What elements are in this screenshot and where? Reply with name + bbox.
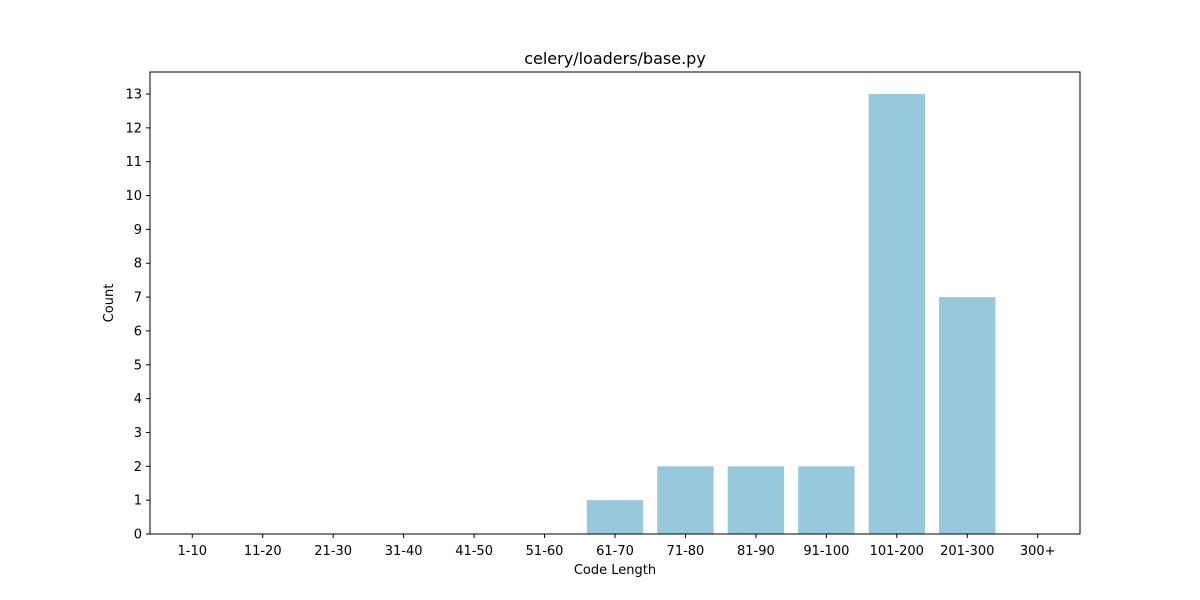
y-tick-label: 1	[134, 494, 142, 509]
y-axis-label: Count	[102, 284, 117, 323]
x-tick-label: 81-90	[737, 544, 775, 559]
bar	[939, 297, 996, 534]
x-tick-label: 51-60	[526, 544, 564, 559]
y-tick-label: 5	[134, 358, 142, 373]
x-tick-label: 11-20	[244, 544, 282, 559]
y-tick-label: 12	[125, 121, 142, 136]
x-tick-label: 201-300	[940, 544, 994, 559]
y-tick-label: 7	[134, 291, 142, 306]
chart-title: celery/loaders/base.py	[524, 49, 706, 68]
x-tick-label: 71-80	[667, 544, 705, 559]
bar	[868, 94, 925, 534]
ticks-layer: 1-10 11-20 21-30 31-40 41-50 51-60 61-70 71-80 8…	[125, 88, 1055, 560]
x-axis-label: Code Length	[574, 563, 656, 578]
x-tick-label: 31-40	[385, 544, 423, 559]
y-tick-label: 6	[134, 324, 142, 339]
y-tick-label: 8	[134, 257, 142, 272]
bars-layer	[586, 94, 996, 534]
x-tick-label: 21-30	[314, 544, 352, 559]
y-tick-label: 4	[134, 392, 142, 407]
y-tick-label: 9	[134, 223, 142, 238]
x-tick-label: 91-100	[803, 544, 849, 559]
x-tick-label: 1-10	[178, 544, 208, 559]
x-tick-label: 41-50	[455, 544, 493, 559]
x-tick-label: 300+	[1020, 544, 1056, 559]
y-tick-label: 3	[134, 426, 142, 441]
bar	[657, 466, 714, 534]
bar	[586, 500, 644, 534]
bar	[798, 466, 855, 534]
x-tick-label: 61-70	[596, 544, 634, 559]
y-tick-label: 2	[134, 460, 142, 475]
y-tick-label: 0	[134, 528, 142, 543]
y-tick-label: 11	[125, 155, 142, 170]
x-tick-label: 101-200	[870, 544, 924, 559]
bar	[727, 466, 785, 534]
y-tick-label: 13	[125, 88, 142, 103]
plot-frame	[149, 71, 1081, 535]
y-tick-label: 10	[125, 189, 142, 204]
